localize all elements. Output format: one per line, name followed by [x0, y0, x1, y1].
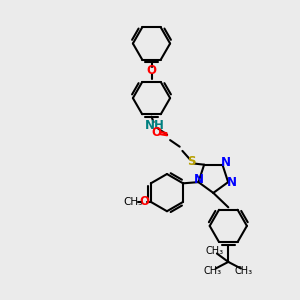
Text: CH₃: CH₃: [206, 245, 224, 256]
Text: N: N: [227, 176, 237, 189]
Text: O: O: [139, 195, 149, 208]
Text: CH₃: CH₃: [123, 197, 142, 207]
Text: O: O: [151, 126, 161, 139]
Text: N: N: [221, 156, 231, 169]
Text: O: O: [146, 64, 157, 77]
Text: CH₃: CH₃: [235, 266, 253, 276]
Text: N: N: [194, 172, 203, 186]
Text: CH₃: CH₃: [204, 266, 222, 276]
Text: NH: NH: [145, 118, 165, 132]
Text: S: S: [188, 155, 196, 168]
